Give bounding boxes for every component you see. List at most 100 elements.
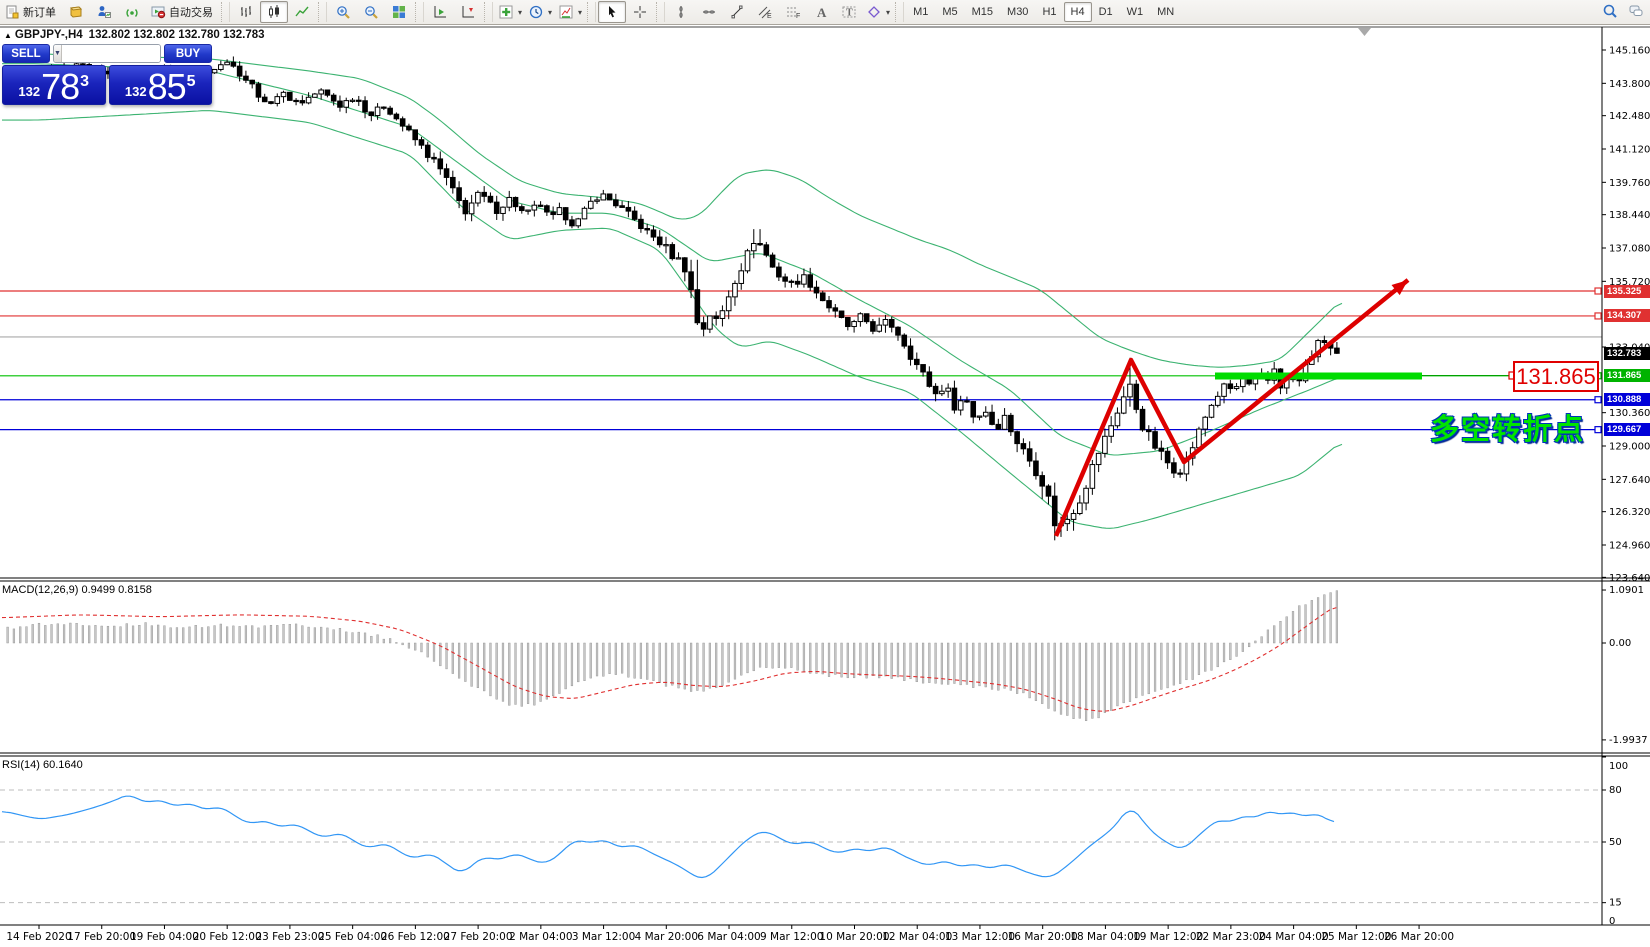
bollinger-lower-band (2, 110, 1343, 529)
candle-body (920, 364, 926, 373)
candle-body (1033, 460, 1039, 477)
trend-zigzag-arrow[interactable] (1053, 278, 1410, 537)
candle-body (393, 113, 400, 120)
chat-icon[interactable] (1628, 3, 1644, 22)
toolbar-button-signals[interactable] (118, 1, 146, 23)
macd-bar (859, 642, 862, 676)
toolbar-button-line-chart[interactable] (288, 1, 316, 23)
chevron-down-icon[interactable]: ▾ (548, 7, 553, 17)
toolbar-button-vertical-line[interactable] (667, 1, 695, 23)
macd-bar (282, 624, 285, 644)
toolbar-button-zoom-out[interactable] (357, 1, 385, 23)
macd-bar (583, 642, 586, 681)
buy-button[interactable]: BUY (164, 44, 212, 63)
candle-body (826, 300, 832, 309)
candle-body (719, 310, 726, 319)
toolbar-button-equidistant-channel[interactable]: E (751, 1, 779, 23)
price-callout-box[interactable]: 131.865 (1513, 361, 1599, 392)
macd-bar (1009, 642, 1012, 691)
candle-body (1008, 414, 1014, 433)
toolbar-button-bar-chart[interactable] (232, 1, 260, 23)
candle-body (644, 228, 650, 231)
macd-bar (577, 642, 580, 683)
timeframe-H4[interactable]: H4 (1063, 2, 1092, 22)
equidistant-channel-icon: E (757, 4, 773, 20)
toolbar-button-tile-windows[interactable] (385, 1, 413, 23)
candle-body (318, 89, 324, 95)
volume-input[interactable] (61, 45, 160, 62)
toolbar-button-fibonacci[interactable]: F (779, 1, 807, 23)
chevron-down-icon[interactable]: ▾ (578, 7, 583, 17)
toolbar-button-market-watch[interactable] (90, 1, 118, 23)
chevron-down-icon[interactable]: ▾ (886, 7, 891, 17)
macd-bar (1147, 642, 1150, 695)
toolbar-button-auto-scroll[interactable] (426, 1, 454, 23)
toolbar-button-zoom-in[interactable] (329, 1, 357, 23)
toolbar-button-candle-chart[interactable] (260, 1, 288, 23)
toolbar-button-text-label[interactable]: T (835, 1, 863, 23)
macd-bar (501, 642, 505, 702)
volume-decrease-button[interactable]: ▼ (54, 45, 62, 62)
macd-bar (88, 625, 91, 644)
market-watch-icon (96, 4, 112, 20)
timeframe-M1[interactable]: M1 (913, 6, 929, 18)
toolbar-button-label: 自动交易 (169, 7, 213, 19)
macd-bar (395, 642, 398, 644)
macd-bar (614, 642, 617, 675)
toolbar-button-crosshair[interactable] (626, 1, 654, 23)
line-chart-icon (294, 4, 310, 20)
sell-button[interactable]: SELL (2, 44, 50, 63)
timeframe-D1[interactable]: D1 (1098, 6, 1113, 18)
toolbar-separator (484, 2, 493, 22)
toolbar-button-chart-shift[interactable] (454, 1, 482, 23)
macd-bar (978, 642, 981, 687)
timeframe-M15[interactable]: M15 (971, 6, 994, 18)
indicators-icon (498, 4, 514, 20)
toolbar-button-autotrade[interactable]: 自动交易 (146, 1, 219, 23)
candle-body (236, 65, 243, 77)
toolbar-button-periods[interactable]: ▾ (525, 1, 555, 23)
search-icon[interactable] (1602, 3, 1618, 22)
timeframe-W1[interactable]: W1 (1126, 6, 1144, 18)
toolbar-button-address-book[interactable] (62, 1, 90, 23)
signals-icon (124, 4, 140, 20)
buy-price-panel[interactable]: 132 85 5 (108, 65, 212, 105)
candle-body (976, 415, 983, 418)
toolbar-button-arrows[interactable]: ▾ (863, 1, 893, 23)
macd-tick-label: 1.0901 (1609, 585, 1644, 596)
candle-body (813, 286, 820, 294)
toolbar-button-trend-line[interactable] (723, 1, 751, 23)
timeframe-MN[interactable]: MN (1157, 6, 1175, 18)
sell-price-panel[interactable]: 132 78 3 (2, 65, 106, 105)
candle-body (324, 89, 331, 96)
timeframe-M5[interactable]: M5 (942, 6, 958, 18)
macd-bar (984, 642, 987, 688)
toolbar-button-templates[interactable]: ▾ (555, 1, 585, 23)
macd-bar (896, 642, 900, 678)
candle-body (406, 125, 412, 131)
toolbar-button-cursor[interactable] (598, 1, 627, 23)
macd-bar (909, 642, 912, 679)
macd-bar (652, 642, 655, 681)
timeframe-H1[interactable]: H1 (1042, 6, 1057, 18)
macd-bar (545, 642, 548, 700)
macd-bar (809, 642, 812, 674)
macd-bar (188, 626, 191, 644)
macd-bar (320, 626, 323, 644)
candle-chart-icon (266, 4, 282, 20)
macd-bar (865, 642, 868, 679)
toolbar-button-indicators[interactable]: ▾ (495, 1, 525, 23)
toolbar-button-text[interactable]: A (807, 1, 835, 23)
toolbar-button-new-order[interactable]: 新订单 (0, 1, 62, 23)
toolbar-button-horizontal-line[interactable] (695, 1, 723, 23)
timeframe-M30[interactable]: M30 (1007, 6, 1029, 18)
candle-body (769, 254, 776, 268)
chart-shift-marker[interactable] (1358, 28, 1371, 36)
chevron-down-icon[interactable]: ▾ (518, 7, 523, 17)
candle-body (287, 91, 293, 101)
macd-bar (163, 625, 166, 644)
line-end-marker (1594, 287, 1602, 295)
macd-bar (113, 625, 116, 644)
candle-body (475, 191, 481, 204)
